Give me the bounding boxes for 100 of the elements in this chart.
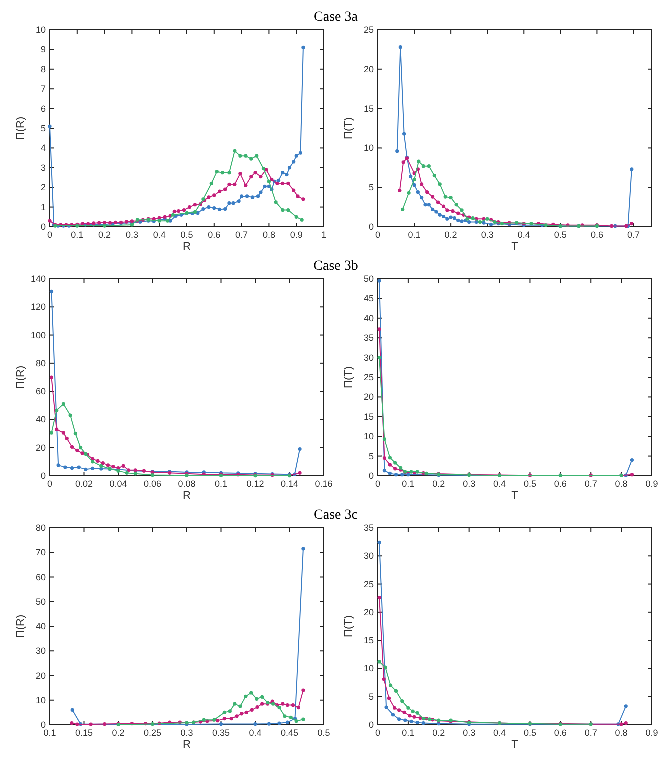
y-tick-label: 35 xyxy=(364,333,374,344)
x-tick-label: 0.1 xyxy=(402,728,415,738)
y-tick-label: 20 xyxy=(364,607,374,618)
y-tick-label: 120 xyxy=(30,302,46,312)
x-tick-label: 0.4 xyxy=(518,230,530,240)
x-tick-label: 0.1 xyxy=(214,479,228,489)
y-axis-title: Π(R) xyxy=(15,116,27,140)
y-tick-label: 5 xyxy=(368,451,374,462)
x-tick-label: 0.2 xyxy=(432,479,446,489)
x-tick-label: 0.3 xyxy=(463,728,476,738)
y-tick-label: 0 xyxy=(40,471,46,481)
x-tick-label: 0.35 xyxy=(212,728,230,738)
y-tick-label: 30 xyxy=(364,352,374,363)
x-tick-label: 0.04 xyxy=(110,479,128,489)
y-tick-label: 8 xyxy=(40,64,46,74)
x-tick-label: 0.7 xyxy=(236,230,248,240)
y-tick-label: 60 xyxy=(36,572,46,582)
y-tick-label: 5 xyxy=(368,692,374,702)
y-tick-label: 2 xyxy=(40,182,46,193)
x-tick-label: 0 xyxy=(47,230,53,240)
x-tick-label: 1 xyxy=(321,230,327,240)
y-tick-label: 15 xyxy=(364,412,374,422)
y-tick-label: 50 xyxy=(36,596,46,607)
y-tick-label: 3 xyxy=(40,162,46,173)
y-tick-label: 10 xyxy=(364,664,374,674)
x-tick-label: 0.2 xyxy=(444,230,458,240)
x-tick-label: 0.4 xyxy=(494,728,506,738)
y-tick-label: 35 xyxy=(364,523,374,533)
x-tick-label: 0.3 xyxy=(126,230,138,240)
x-tick-label: 0.16 xyxy=(315,479,333,489)
x-tick-label: 0.25 xyxy=(144,728,162,738)
chart-title: Case 3c xyxy=(314,508,358,523)
x-tick-label: 0.8 xyxy=(615,728,628,738)
y-tick-label: 50 xyxy=(364,274,374,284)
y-tick-label: 40 xyxy=(364,313,374,324)
x-axis-title: R xyxy=(183,241,192,253)
y-tick-label: 30 xyxy=(364,551,374,562)
y-tick-label: 80 xyxy=(36,523,46,533)
x-tick-label: 0.7 xyxy=(584,479,598,489)
y-tick-label: 5 xyxy=(40,124,46,134)
y-tick-label: 100 xyxy=(30,330,46,340)
y-tick-label: 25 xyxy=(364,372,374,382)
x-tick-label: 0.5 xyxy=(524,728,536,738)
y-tick-label: 25 xyxy=(364,579,374,590)
y-tick-label: 20 xyxy=(36,670,46,681)
y-tick-label: 20 xyxy=(364,64,374,74)
x-tick-label: 0.6 xyxy=(554,728,567,738)
y-tick-label: 30 xyxy=(36,646,46,656)
y-tick-label: 45 xyxy=(364,294,374,304)
y-tick-label: 6 xyxy=(40,104,46,114)
x-tick-label: 0.7 xyxy=(627,230,640,240)
y-tick-label: 10 xyxy=(364,143,374,154)
chart-title: Case 3a xyxy=(314,10,359,25)
x-tick-label: 0.5 xyxy=(318,728,330,738)
x-tick-label: 0.7 xyxy=(584,728,598,738)
x-tick-label: 0 xyxy=(375,230,381,240)
x-tick-label: 0.4 xyxy=(153,230,166,240)
y-tick-label: 140 xyxy=(30,274,46,284)
y-tick-label: 0 xyxy=(40,222,46,232)
x-tick-label: 0.1 xyxy=(44,728,56,738)
x-tick-label: 0.3 xyxy=(463,479,476,489)
x-tick-label: 0.4 xyxy=(249,728,262,738)
y-tick-label: 7 xyxy=(40,84,46,94)
y-tick-label: 0 xyxy=(368,471,374,481)
x-tick-label: 0.9 xyxy=(646,479,658,489)
x-tick-label: 0.1 xyxy=(408,230,421,240)
x-axis-title: T xyxy=(512,490,519,502)
x-axis-title: T xyxy=(512,241,519,253)
y-tick-label: 80 xyxy=(36,358,46,368)
x-tick-label: 0.9 xyxy=(646,728,658,738)
x-tick-label: 0.6 xyxy=(208,230,221,240)
y-axis-title: Π(T) xyxy=(343,118,355,140)
x-tick-label: 0.2 xyxy=(112,728,125,738)
x-tick-label: 0 xyxy=(375,728,381,738)
y-tick-label: 0 xyxy=(368,720,374,730)
x-tick-label: 0.8 xyxy=(262,230,276,240)
y-tick-label: 20 xyxy=(36,442,46,453)
x-tick-label: 0 xyxy=(47,479,53,489)
y-tick-label: 5 xyxy=(368,182,374,193)
x-tick-label: 0.3 xyxy=(180,728,194,738)
y-tick-label: 10 xyxy=(36,25,46,35)
x-tick-label: 0.8 xyxy=(615,479,628,489)
y-axis-title: Π(R) xyxy=(15,366,27,390)
x-tick-label: 0.15 xyxy=(75,728,94,738)
x-tick-label: 0.5 xyxy=(180,230,194,240)
x-tick-label: 0.5 xyxy=(524,479,536,489)
x-tick-label: 0.9 xyxy=(290,230,303,240)
x-tick-label: 0.6 xyxy=(554,479,567,489)
y-tick-label: 9 xyxy=(40,44,46,55)
x-tick-label: 0.45 xyxy=(280,728,299,738)
x-tick-label: 0.08 xyxy=(178,479,196,489)
y-tick-label: 10 xyxy=(36,695,46,706)
x-tick-label: 0.12 xyxy=(246,479,264,489)
y-tick-label: 4 xyxy=(40,143,46,154)
y-tick-label: 0 xyxy=(40,720,46,730)
x-axis-title: T xyxy=(512,739,519,751)
y-tick-label: 20 xyxy=(364,392,374,402)
x-tick-label: 0.2 xyxy=(432,728,446,738)
y-tick-label: 1 xyxy=(40,202,46,212)
y-tick-label: 15 xyxy=(364,104,374,114)
